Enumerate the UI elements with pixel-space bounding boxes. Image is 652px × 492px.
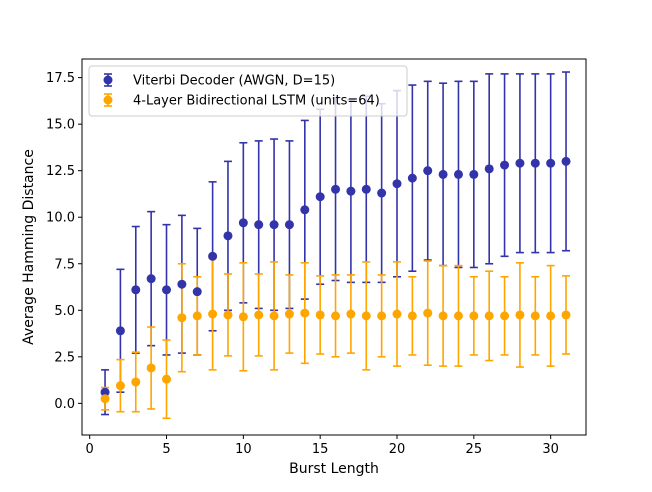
data-point	[423, 166, 433, 176]
legend-box	[88, 65, 408, 117]
y-tick-label: 12.5	[46, 164, 75, 179]
data-point	[515, 310, 525, 320]
data-point	[561, 156, 571, 166]
data-point	[484, 311, 494, 321]
data-point	[254, 220, 264, 230]
data-point	[300, 205, 310, 215]
data-point	[315, 310, 325, 320]
data-point	[162, 285, 172, 295]
plot-frame	[81, 58, 587, 436]
x-tick-label: 25	[466, 442, 483, 457]
data-point	[423, 308, 433, 318]
data-point	[208, 309, 218, 319]
data-point	[346, 309, 356, 319]
data-point	[115, 326, 125, 336]
data-point	[377, 188, 387, 198]
y-tick-label: 2.5	[54, 350, 75, 365]
data-point	[530, 158, 540, 168]
y-tick-label: 10.0	[46, 211, 75, 226]
data-point	[530, 311, 540, 321]
data-point	[453, 169, 463, 179]
data-point	[269, 311, 279, 321]
data-point	[177, 279, 187, 289]
data-point	[438, 311, 448, 321]
data-point	[254, 310, 264, 320]
data-point	[469, 311, 479, 321]
legend-marker	[103, 75, 113, 85]
data-point	[407, 173, 417, 183]
data-point	[238, 312, 248, 322]
legend-label: 4-Layer Bidirectional LSTM (units=64)	[133, 94, 380, 109]
data-point	[208, 251, 218, 261]
x-tick-label: 15	[312, 442, 329, 457]
legend-marker	[103, 95, 113, 105]
legend: Viterbi Decoder (AWGN, D=15) 4-Layer Bidi…	[88, 65, 408, 117]
data-point	[315, 192, 325, 202]
data-point	[438, 169, 448, 179]
data-point	[484, 164, 494, 174]
x-axis-ticks: 0 5 10 15 20 25 30	[86, 435, 559, 457]
data-point	[177, 313, 187, 323]
y-tick-label: 7.5	[54, 257, 75, 272]
data-point	[284, 309, 294, 319]
data-point	[392, 179, 402, 189]
data-point	[469, 169, 479, 179]
data-point	[515, 158, 525, 168]
y-tick-label: 17.5	[46, 71, 75, 86]
error-bars-layer	[101, 71, 571, 420]
data-point	[284, 220, 294, 230]
data-point	[131, 285, 141, 295]
data-point	[238, 218, 248, 228]
y-tick-label: 0.0	[54, 397, 75, 412]
data-point	[546, 158, 556, 168]
data-point	[223, 310, 233, 320]
x-tick-label: 20	[389, 442, 406, 457]
y-axis-ticks: 0.0 2.5 5.0 7.5 10.0 12.5 15.0 17.5	[46, 71, 82, 412]
data-point	[100, 387, 110, 397]
data-point	[192, 287, 202, 297]
data-point	[377, 311, 387, 321]
x-axis-label: Burst Length	[289, 461, 379, 477]
data-point	[500, 311, 510, 321]
data-point	[546, 311, 556, 321]
data-point	[331, 184, 341, 194]
data-point	[162, 374, 172, 384]
data-points-layer	[100, 156, 571, 404]
x-tick-label: 30	[542, 442, 559, 457]
y-tick-label: 15.0	[46, 118, 75, 133]
data-point	[146, 363, 156, 373]
data-point	[331, 311, 341, 321]
data-point	[115, 381, 125, 391]
data-point	[223, 231, 233, 241]
data-point	[300, 308, 310, 318]
data-point	[131, 377, 141, 387]
data-point	[453, 311, 463, 321]
data-point	[500, 160, 510, 170]
data-point	[361, 184, 371, 194]
data-point	[269, 220, 279, 230]
data-point	[100, 394, 110, 404]
data-point	[392, 309, 402, 319]
data-point	[561, 310, 571, 320]
y-axis-label: Average Hamming Distance	[21, 149, 37, 345]
data-point	[361, 311, 371, 321]
data-point	[407, 311, 417, 321]
x-tick-label: 10	[235, 442, 252, 457]
legend-label: Viterbi Decoder (AWGN, D=15)	[133, 74, 335, 89]
y-tick-label: 5.0	[54, 304, 75, 319]
x-tick-label: 0	[86, 442, 94, 457]
data-point	[346, 186, 356, 196]
data-point	[192, 311, 202, 321]
data-point	[146, 274, 156, 284]
x-tick-label: 5	[162, 442, 170, 457]
